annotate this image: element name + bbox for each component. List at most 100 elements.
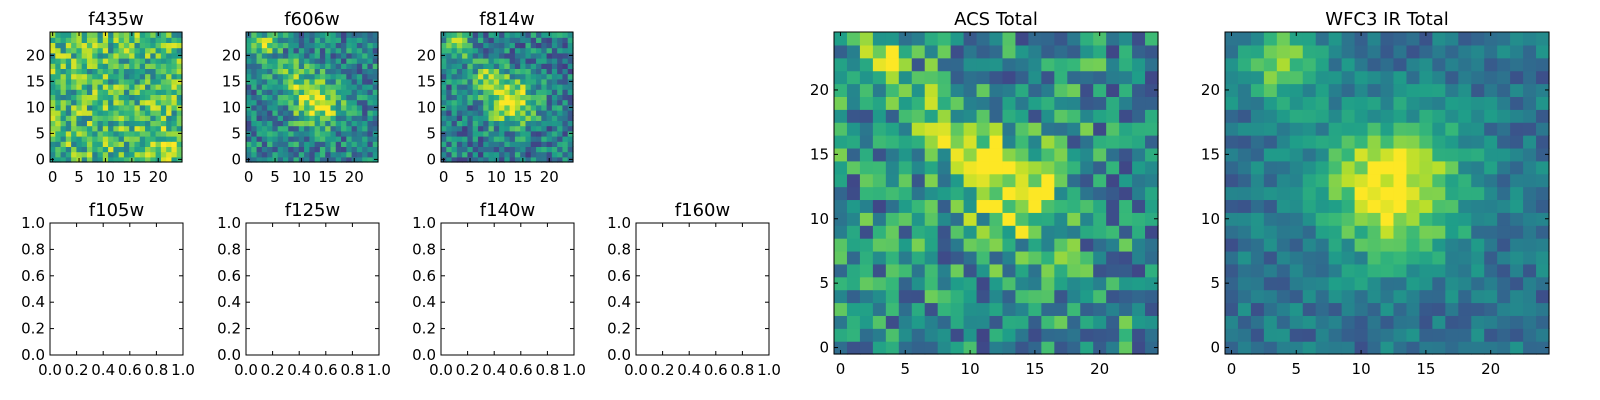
heatmap-cell [129,136,136,142]
heatmap-cell [1002,302,1017,316]
heatmap-cell [272,104,279,111]
heatmap-cell [166,73,173,80]
heatmap-cell [467,120,474,127]
heatmap-cell [139,63,146,69]
heatmap-cell [356,136,363,142]
heatmap-cell [155,115,162,121]
heatmap-cell [1380,173,1395,188]
heatmap-cell [272,146,279,153]
heatmap-cell [1237,225,1252,239]
heatmap-cell [472,37,479,43]
heatmap-cell [1106,328,1120,342]
heatmap-cell [1028,32,1042,46]
heatmap-cell [1523,250,1537,265]
heatmap-cell [123,32,130,38]
heatmap-cell [950,147,965,162]
heatmap-cell [1132,328,1146,342]
heatmap-cell [293,78,300,85]
heatmap-cell [246,89,252,95]
heatmap-cell [1523,32,1537,46]
heatmap-cell [1263,276,1278,291]
heatmap-cell [562,68,569,75]
heatmap-cell [81,89,88,95]
heatmap-cell [989,160,1004,175]
heatmap-cell [1276,173,1291,188]
heatmap-cell [846,238,861,252]
heatmap-cell [1041,315,1055,329]
heatmap-cell [55,110,62,116]
heatmap-cell [314,37,321,43]
heatmap-cell [1393,109,1408,123]
heatmap-cell [462,136,468,142]
heatmap-cell [314,42,321,49]
heatmap-cell [1484,96,1498,110]
heatmap-cell [872,147,887,162]
heatmap-cell [493,104,500,111]
heatmap-cell [493,58,500,64]
heatmap-cell [314,63,321,69]
heatmap-cell [1393,96,1408,110]
heatmap-cell [963,83,978,97]
y-tick-label: 0 [231,150,241,168]
heatmap-cell [92,78,99,85]
heatmap-cell [346,63,353,69]
heatmap-cell [1145,70,1159,85]
heatmap-cell [129,99,136,106]
heatmap-cell [267,37,273,43]
heatmap-cell [251,115,258,121]
heatmap-cell [1484,44,1498,59]
heatmap-cell [298,78,305,85]
heatmap-cell [456,141,463,147]
heatmap-cell [520,130,527,137]
heatmap-cell [950,186,965,201]
heatmap-cell [335,68,342,75]
heatmap-cell [514,68,521,75]
x-tick-label: 15 [513,168,532,186]
heatmap-cell [1497,147,1511,162]
heatmap-cell [483,89,490,95]
heatmap-cell [309,84,316,90]
heatmap-cell [60,52,67,59]
heatmap-cell [488,136,495,142]
heatmap-cell [504,115,511,121]
heatmap-cell [441,151,447,158]
heatmap-cell [309,37,316,43]
heatmap-cell [1406,44,1420,59]
heatmap-cell [536,47,542,54]
heatmap-cell [372,136,379,142]
heatmap-cell [123,115,130,121]
heatmap-cell [441,73,447,80]
heatmap-cell [1497,135,1511,149]
heatmap-cell [859,225,874,239]
heatmap-cell [1380,199,1395,213]
heatmap-cell [451,99,458,106]
heatmap-cell [293,151,300,158]
heatmap-cell [514,84,521,90]
heatmap-cell [113,42,120,49]
heatmap-cell [145,125,151,132]
heatmap-cell [963,122,978,136]
heatmap-cell [1028,263,1042,278]
heatmap-cell [885,135,900,149]
heatmap-cell [139,94,146,101]
heatmap-cell [288,94,295,101]
heatmap-cell [546,110,553,116]
heatmap-cell [1458,57,1472,72]
y-tick-label: 0.4 [21,293,45,311]
heatmap-cell [1445,173,1459,188]
heatmap-cell [1028,173,1042,188]
heatmap-cell [536,104,542,111]
heatmap-cell [261,115,268,121]
heatmap-cell [1289,341,1304,355]
heatmap-cell [1263,70,1278,85]
heatmap-cell [451,94,458,101]
heatmap-cell [50,42,56,49]
heatmap-cell [989,96,1004,110]
heatmap-cell [171,125,178,132]
heatmap-cell [1289,263,1304,278]
heatmap-cell [1536,57,1550,72]
heatmap-cell [86,52,93,59]
heatmap-cell [1054,276,1068,291]
heatmap-cell [834,341,848,355]
heatmap-cell [1145,147,1159,162]
